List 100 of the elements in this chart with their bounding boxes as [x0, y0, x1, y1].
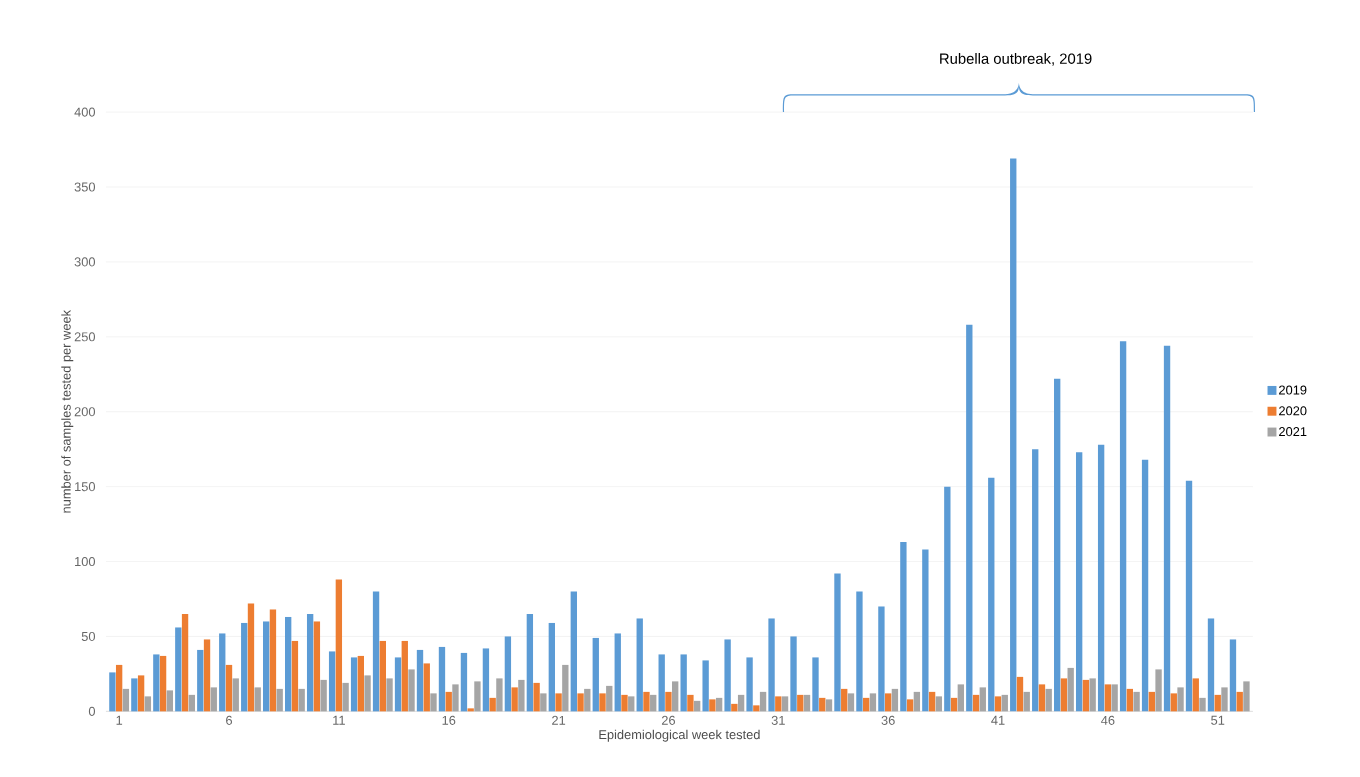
bar	[232, 678, 239, 712]
bar	[972, 694, 980, 712]
bar	[452, 684, 459, 712]
bar	[401, 641, 408, 712]
bar	[1010, 158, 1017, 712]
bar	[342, 682, 349, 712]
y-tick-label: 200	[74, 407, 96, 417]
bar	[1038, 684, 1046, 712]
bar	[1016, 676, 1024, 712]
bar	[1207, 618, 1215, 712]
bar	[1119, 341, 1127, 712]
bar	[1060, 678, 1068, 712]
bar	[408, 669, 415, 712]
bar	[504, 636, 512, 712]
x-tick-label: 41	[991, 715, 1005, 725]
x-tick-label: 16	[442, 715, 456, 725]
x-tick-label: 26	[661, 715, 676, 725]
bar	[636, 618, 643, 712]
bar	[430, 693, 437, 712]
bar	[950, 697, 958, 712]
bar	[966, 324, 973, 712]
bar	[856, 591, 863, 712]
x-tick-label: 1	[116, 715, 123, 725]
bar	[746, 657, 753, 712]
bar	[753, 705, 760, 712]
x-tick-label: 51	[1211, 715, 1225, 725]
bar	[1185, 480, 1193, 712]
bar	[175, 627, 182, 712]
bar	[496, 678, 503, 712]
bar	[188, 694, 195, 712]
y-axis-title: number of samples tested per week	[61, 310, 74, 513]
bar	[781, 696, 789, 712]
bar	[460, 653, 468, 712]
bar	[577, 693, 584, 712]
bar	[159, 656, 167, 712]
bar	[269, 609, 277, 712]
bar	[144, 696, 152, 712]
bar	[1199, 697, 1206, 712]
bar	[775, 696, 782, 712]
legend-label: 2021	[1279, 427, 1307, 437]
bar	[1192, 678, 1199, 712]
bar	[812, 657, 819, 712]
bar	[643, 691, 650, 712]
x-tick-label: 6	[226, 715, 233, 725]
bar	[219, 633, 226, 712]
bar	[606, 685, 613, 712]
bar	[906, 699, 914, 712]
bar	[592, 638, 599, 712]
y-tick-label: 50	[81, 631, 96, 642]
bar	[628, 696, 635, 712]
bar	[1023, 691, 1030, 712]
bar	[790, 636, 797, 712]
bar	[1097, 444, 1105, 712]
bar	[737, 694, 745, 712]
bar	[1054, 378, 1061, 712]
bar	[115, 664, 123, 712]
bar	[474, 681, 481, 712]
bar	[328, 651, 336, 712]
bar	[1045, 688, 1052, 712]
bar	[533, 682, 540, 712]
bar	[364, 675, 371, 712]
bar	[709, 699, 716, 712]
x-tick-label: 46	[1101, 715, 1115, 725]
bar	[928, 691, 936, 712]
bar	[768, 618, 775, 712]
bar	[884, 693, 892, 712]
bar	[878, 606, 885, 712]
bar	[298, 688, 305, 712]
bar	[438, 647, 446, 712]
bar	[540, 693, 547, 712]
bar	[372, 591, 380, 712]
bar	[913, 691, 921, 712]
bar	[841, 688, 848, 712]
bar	[687, 694, 694, 712]
bar	[680, 654, 687, 712]
x-tick-label: 36	[881, 715, 895, 725]
bar	[900, 542, 907, 712]
bar	[1236, 691, 1243, 712]
bar	[922, 549, 929, 712]
bar	[225, 664, 233, 712]
bar	[834, 573, 841, 712]
bar	[759, 691, 767, 712]
bar	[122, 688, 130, 712]
x-tick-label: 11	[333, 715, 345, 725]
bar	[702, 660, 709, 712]
bar	[394, 657, 402, 712]
bar	[313, 621, 321, 712]
y-tick-label: 150	[75, 482, 96, 492]
bar	[482, 648, 490, 712]
bar	[570, 591, 577, 712]
bar	[715, 697, 723, 712]
y-tick-label: 300	[74, 257, 96, 267]
bar	[1243, 681, 1250, 712]
bar	[994, 696, 1002, 712]
bar	[555, 693, 562, 712]
y-tick-label: 350	[74, 182, 96, 192]
bar	[181, 614, 189, 712]
bar	[241, 623, 248, 712]
bar	[203, 639, 211, 712]
bar	[599, 693, 606, 712]
